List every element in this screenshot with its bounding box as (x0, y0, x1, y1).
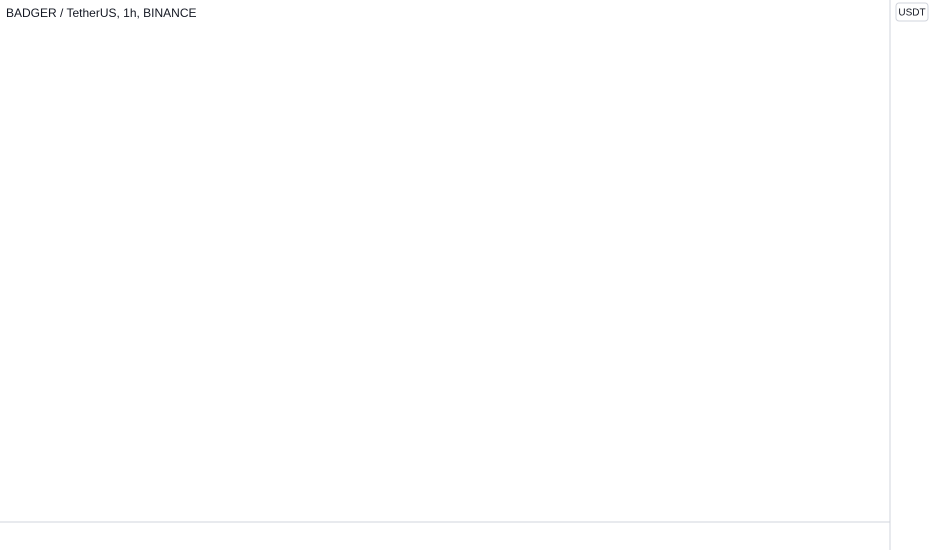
currency-box[interactable] (895, 2, 929, 22)
currency[interactable]: USDT (898, 8, 925, 19)
chart-title: BADGER / TetherUS, 1h, BINANCE (6, 6, 197, 20)
